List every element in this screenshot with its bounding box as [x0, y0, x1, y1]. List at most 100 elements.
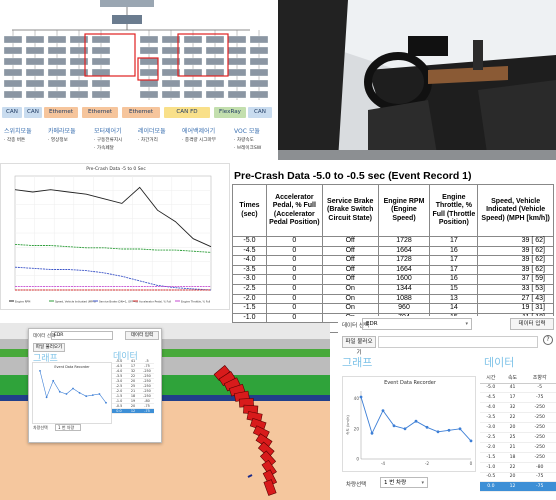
bus-label: CAN — [2, 107, 22, 118]
table-cell: 25 — [126, 383, 140, 390]
ecu-node — [3, 57, 23, 66]
table-row[interactable]: 0.0 12 -75 — [480, 481, 556, 493]
ecu-node — [183, 57, 203, 66]
mini-control-panel: 데이터 선택 EDR 데이터 입력 파일 불러오기 그래프 데이터 Event … — [28, 328, 162, 443]
data-column-header: 조향각 — [523, 373, 556, 384]
ecu-node — [69, 35, 89, 44]
mini-series-point — [98, 393, 101, 395]
ecu-node — [249, 68, 269, 77]
edr-column-header: Service Brake (Brake Switch Circuit Stat… — [321, 184, 379, 237]
data-column-header: 속도 — [501, 373, 524, 384]
mini-series-point — [45, 396, 48, 399]
ecu-node — [3, 79, 23, 88]
ecu-node — [161, 68, 181, 77]
table-row: -3.0 20 -250 — [112, 378, 154, 385]
vehicle-marker — [261, 459, 277, 477]
speed-point — [370, 431, 374, 435]
table-cell: 39 [ 62] — [477, 255, 554, 266]
table-row[interactable]: -2.0 21 -250 — [480, 442, 556, 453]
table-cell: 0 — [265, 274, 323, 285]
ecu-node — [249, 90, 269, 99]
table-row[interactable]: -3.5 22 -250 — [480, 412, 556, 424]
speed-point — [458, 427, 462, 431]
table-cell: -2.5 — [112, 383, 126, 390]
file-path-field[interactable] — [378, 336, 538, 348]
speed-point — [469, 439, 473, 443]
table-cell: -80 — [523, 462, 556, 473]
ecu-node — [161, 79, 181, 88]
ecu-node — [25, 90, 45, 99]
table-cell: On — [321, 293, 379, 305]
mini-load-button[interactable]: 데이터 입력 — [125, 331, 159, 340]
mini-data-label: 데이터 — [113, 352, 138, 362]
vehicle-marker — [263, 479, 277, 496]
table-row[interactable]: -1.0 22 -80 — [480, 462, 556, 473]
table-cell: 0 — [265, 236, 323, 247]
help-icon[interactable]: ? — [543, 335, 553, 345]
bus-label: CAN — [24, 107, 42, 118]
table-cell: -75 — [140, 363, 154, 370]
table-cell: -1.0 — [112, 398, 126, 405]
mini-graph-title: Event Data Recorder — [54, 365, 90, 369]
table-row: -2.0 0 On 1088 13 27 [ 43] — [232, 293, 554, 305]
file-open-button[interactable]: 파일 불러오기 — [342, 336, 376, 356]
table-cell: -3.0 — [112, 378, 126, 385]
ecu-node — [47, 79, 67, 88]
table-cell: 13 — [429, 293, 479, 305]
ecu-node — [183, 90, 203, 99]
x-tick-label: -2 — [425, 461, 430, 466]
speed-point — [392, 424, 396, 428]
bus-label: CAN FD — [164, 107, 210, 118]
table-cell: 41 — [501, 383, 524, 394]
table-cell: 12 — [501, 481, 524, 493]
table-row[interactable]: -1.5 18 -250 — [480, 452, 556, 463]
table-cell: -2.0 — [112, 388, 126, 395]
mini-series-point — [85, 395, 88, 398]
highlight-box — [177, 33, 229, 77]
load-data-button[interactable]: 데이터 입력 — [510, 318, 554, 330]
ecu-node — [161, 46, 181, 55]
ecu-node — [3, 46, 23, 55]
ecu-node — [161, 90, 181, 99]
source-select[interactable]: EDR ▾ — [362, 318, 472, 330]
table-cell: -3.0 — [232, 274, 267, 285]
ecu-node — [69, 90, 89, 99]
table-row[interactable]: -3.0 20 -250 — [480, 422, 556, 433]
table-cell: -250 — [523, 422, 556, 433]
table-row[interactable]: -2.5 25 -250 — [480, 432, 556, 443]
ecu-node — [139, 90, 159, 99]
ecu-node — [249, 35, 269, 44]
ecu-node — [183, 46, 203, 55]
table-row[interactable]: -4.5 17 -75 — [480, 392, 556, 404]
ecu-node — [3, 35, 23, 44]
ecu-detail: · 각종 버튼 — [4, 138, 26, 143]
ecu-description-row: 스위치모듈 · 각종 버튼 카메라모듈 · 영상정보 모터제어기 · 구동전류지시 · 가속… — [2, 126, 274, 160]
table-cell: -4.0 — [232, 255, 267, 266]
edr-column-header: Engine Throttle, % Full (Throttle Positi… — [429, 184, 479, 237]
table-row: -4.0 0 Off 1728 17 39 [ 62] — [232, 255, 554, 266]
ecu-node — [91, 79, 111, 88]
data-column-header: 시간 — [480, 373, 502, 384]
ecu-node — [227, 68, 247, 77]
speed-point — [381, 409, 385, 412]
vehicle-select-value: 1 번 차량 — [384, 480, 407, 486]
mini-source-select[interactable]: EDR — [51, 331, 113, 340]
table-row: -1.5 18 -250 — [112, 393, 154, 400]
ecu-title: 에어백제어기 — [182, 128, 216, 135]
ecu-node — [47, 35, 67, 44]
table-row[interactable]: -5.0 41 -5 — [480, 383, 556, 394]
ecu-node — [91, 68, 111, 77]
mini-file-button[interactable]: 파일 불러오기 — [33, 343, 65, 352]
mini-control-select[interactable]: 1 번 차량 — [55, 424, 81, 431]
ecu-node — [91, 46, 111, 55]
table-row[interactable]: -4.0 32 -250 — [480, 402, 556, 414]
table-cell: Off — [321, 236, 379, 247]
table-cell: -4.5 — [232, 245, 267, 257]
vehicle-select[interactable]: 1 번 차량 ▾ — [380, 477, 428, 488]
mini-series-point — [72, 387, 74, 390]
table-cell: Off — [321, 264, 379, 276]
table-row[interactable]: -0.5 20 -75 — [480, 472, 556, 483]
table-row: -2.5 0 On 1344 15 33 [ 53] — [232, 283, 554, 295]
ecu-node-grid — [3, 30, 269, 100]
table-cell: -1.0 — [480, 462, 502, 473]
